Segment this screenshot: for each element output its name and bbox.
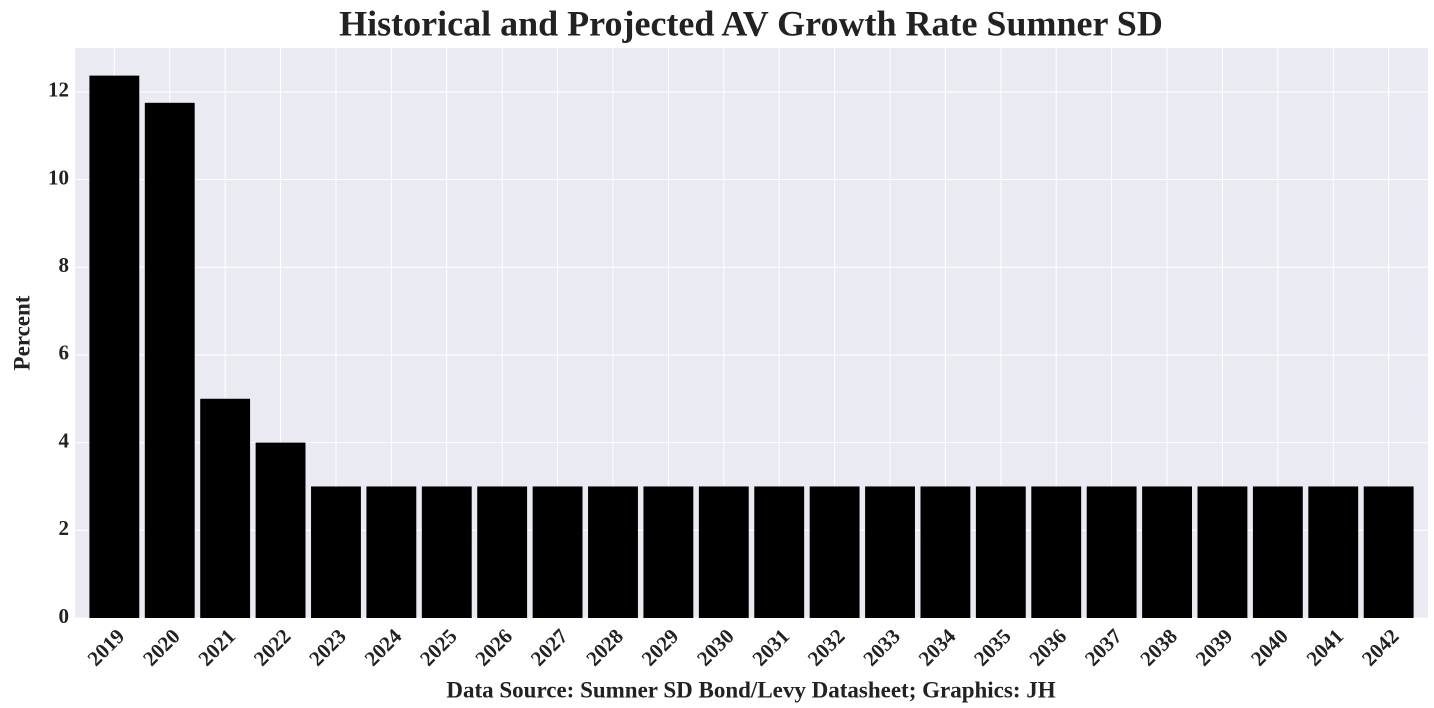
x-tick-label: 2037 [1080, 624, 1127, 671]
bar [366, 486, 417, 618]
bar [477, 486, 528, 618]
bar [1252, 486, 1303, 618]
bar [1363, 486, 1414, 618]
x-tick-label: 2040 [1246, 624, 1293, 671]
x-tick-label: 2022 [249, 624, 296, 671]
bar [754, 486, 805, 618]
x-tick-label: 2023 [304, 624, 351, 671]
x-tick-label: 2020 [138, 624, 185, 671]
y-axis-label: Percent [9, 295, 34, 370]
bar [421, 486, 472, 618]
x-axis-label: Data Source: Sumner SD Bond/Levy Datashe… [446, 677, 1055, 702]
bar [89, 75, 140, 619]
x-tick-label: 2031 [747, 624, 794, 671]
y-tick-label: 0 [59, 604, 70, 628]
x-tick-label: 2033 [858, 624, 905, 671]
x-tick-label: 2041 [1302, 624, 1349, 671]
x-tick-label: 2042 [1357, 624, 1404, 671]
bar [643, 486, 694, 618]
y-tick-label: 2 [59, 516, 70, 540]
bar [1142, 486, 1192, 618]
bar [200, 398, 251, 618]
bar [865, 486, 915, 618]
bar [920, 486, 971, 618]
bar [311, 486, 361, 618]
bar [588, 486, 638, 618]
x-tick-label: 2028 [581, 624, 628, 671]
x-tick-label: 2021 [193, 624, 240, 671]
bar [1197, 486, 1248, 618]
x-tick-label: 2036 [1024, 624, 1071, 671]
y-tick-label: 4 [59, 428, 70, 452]
bar [975, 486, 1026, 618]
bar [1308, 486, 1359, 618]
x-tick-label: 2030 [692, 624, 739, 671]
x-tick-label: 2039 [1191, 624, 1238, 671]
x-tick-label: 2032 [803, 624, 850, 671]
x-tick-label: 2024 [360, 624, 407, 671]
bar [144, 102, 195, 619]
x-tick-label: 2026 [470, 624, 517, 671]
x-tick-label: 2034 [914, 624, 961, 671]
x-tick-label: 2019 [83, 624, 130, 671]
bar [1031, 486, 1082, 618]
x-tick-label: 2027 [526, 624, 573, 671]
y-tick-label: 12 [48, 78, 69, 102]
x-tick-label: 2038 [1135, 624, 1182, 671]
x-tick-label: 2035 [969, 624, 1016, 671]
bar [1086, 486, 1137, 618]
y-tick-label: 6 [59, 341, 70, 365]
chart-title: Historical and Projected AV Growth Rate … [339, 3, 1163, 43]
bar [532, 486, 583, 618]
bar [255, 442, 306, 618]
y-tick-label: 10 [48, 165, 69, 189]
bar [698, 486, 749, 618]
bar [809, 486, 860, 618]
y-tick-label: 8 [59, 253, 70, 277]
x-tick-label: 2029 [637, 624, 684, 671]
x-tick-label: 2025 [415, 624, 462, 671]
